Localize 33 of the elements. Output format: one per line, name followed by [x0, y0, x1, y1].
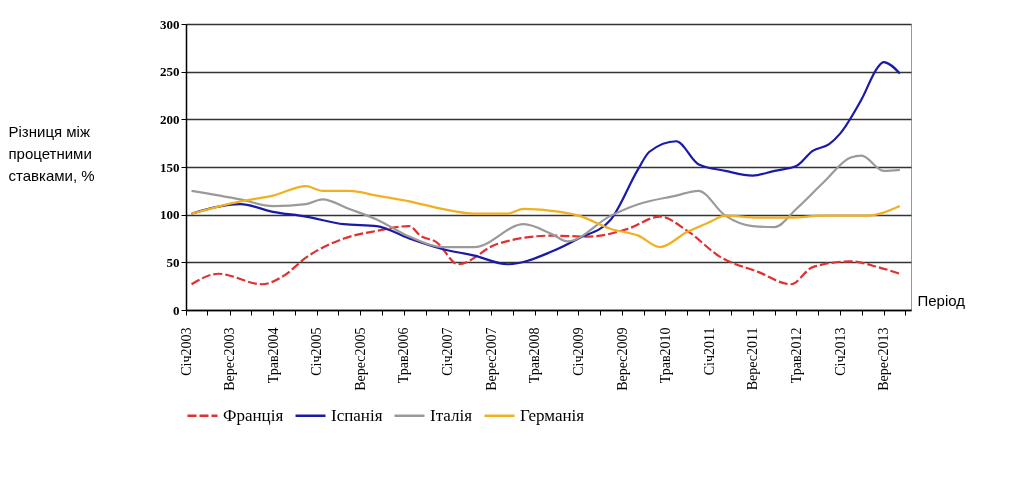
y-tick-label: 300: [160, 16, 180, 32]
y-tick-label: 250: [160, 64, 180, 80]
x-tick-label: Верес2011: [745, 327, 761, 391]
x-tick-label: Січ2011: [701, 327, 717, 376]
line-series: [190, 184, 901, 249]
x-tick-label: Січ2013: [832, 327, 848, 376]
x-tick-label: Верес2003: [222, 327, 238, 391]
x-tick-label: Трав2006: [396, 327, 412, 384]
x-tick-label: Верес2005: [352, 327, 368, 391]
x-tick-label: Січ2003: [178, 327, 194, 376]
x-tick-label: Верес2013: [876, 327, 892, 391]
line-series: [190, 154, 901, 249]
y-axis-title: Різниця між процетними ставками, %: [8, 122, 95, 184]
x-tick-label: Січ2009: [570, 327, 586, 376]
y-tick-label: 200: [160, 111, 180, 127]
legend-label: Іспанія: [331, 405, 383, 425]
y-tick-label: 150: [160, 159, 180, 175]
x-tick-label: Трав2004: [265, 327, 281, 384]
x-tick-label: Трав2010: [657, 327, 673, 384]
y-tick-label: 0: [173, 302, 180, 318]
legend-label: Франція: [223, 405, 284, 425]
x-tick-label: Січ2007: [440, 327, 456, 376]
x-tick-label: Січ2005: [309, 327, 325, 376]
x-tick-label: Верес2007: [483, 327, 499, 391]
y-tick-label: 50: [166, 254, 180, 270]
x-tick-label: Трав2012: [788, 327, 804, 384]
y-tick-label: 100: [160, 207, 180, 223]
x-tick-label: Трав2008: [527, 327, 543, 384]
legend-label: Германія: [520, 405, 585, 425]
legend-label: Італія: [430, 405, 473, 425]
x-axis-title: Період: [917, 291, 966, 309]
line-series: [190, 215, 901, 286]
x-tick-label: Верес2009: [614, 327, 630, 391]
